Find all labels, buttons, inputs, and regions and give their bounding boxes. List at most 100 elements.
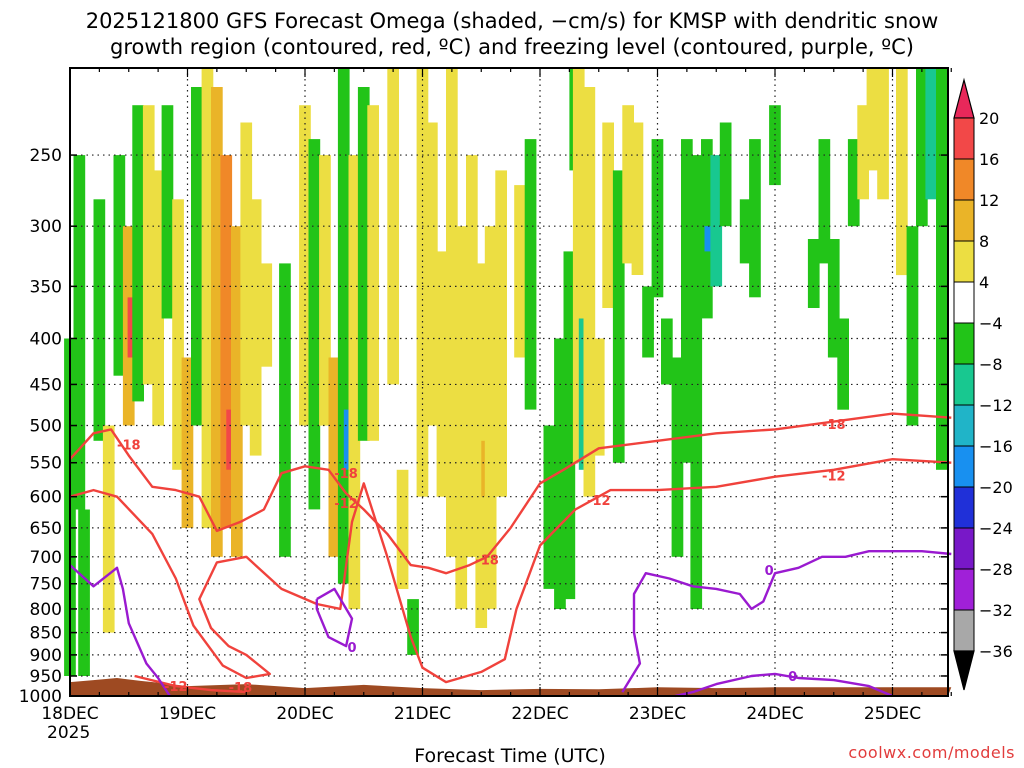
colorbar-bin xyxy=(953,322,975,365)
y-tick-label: 900 xyxy=(30,646,62,666)
contour-label: 0 xyxy=(788,670,797,685)
omega-cell xyxy=(102,425,115,633)
omega-cell xyxy=(357,87,370,441)
omega-cell xyxy=(719,122,732,227)
freezing-contour xyxy=(674,672,893,698)
contour-label: -12 xyxy=(334,497,358,512)
colorbar-bin xyxy=(953,486,975,529)
omega-cell xyxy=(592,338,605,456)
x-axis-label: Forecast Time (UTC) xyxy=(414,745,605,767)
colorbar-label: 12 xyxy=(979,191,999,210)
omega-cell xyxy=(827,239,840,358)
freezing-contour xyxy=(621,550,952,693)
omega-cell xyxy=(671,357,684,557)
omega-cell xyxy=(308,139,321,510)
omega-cell xyxy=(211,87,223,557)
omega-cell xyxy=(436,251,449,497)
omega-cell xyxy=(455,226,468,609)
colorbar-label: 20 xyxy=(979,109,999,128)
colorbar-bin xyxy=(953,445,975,488)
omega-cell xyxy=(240,122,253,426)
credit-text: coolwx.com/models xyxy=(848,743,1015,762)
contour-label: 0 xyxy=(347,641,356,656)
omega-cell xyxy=(78,509,90,676)
omega-cell xyxy=(572,68,585,463)
y-tick-label: 250 xyxy=(30,146,62,166)
colorbar-bin xyxy=(953,199,975,242)
colorbar-label: −20 xyxy=(979,478,1013,497)
x-year-label: 2025 xyxy=(47,723,90,743)
omega-cell xyxy=(847,139,860,227)
colorbar-label: −12 xyxy=(979,396,1013,415)
y-tick-label: 700 xyxy=(30,548,62,568)
contour-label: -12 xyxy=(587,494,611,509)
colorbar-label: −24 xyxy=(979,519,1013,538)
dgz-contour xyxy=(69,412,952,575)
omega-cell xyxy=(142,105,155,385)
omega-cell xyxy=(152,170,164,426)
omega-cell xyxy=(416,68,429,497)
colorbar-bin xyxy=(953,363,975,406)
omega-cell xyxy=(807,239,820,308)
y-tick-label: 500 xyxy=(30,417,62,437)
omega-cell xyxy=(367,105,379,441)
omega-cell xyxy=(220,155,233,528)
omega-shading xyxy=(64,68,948,676)
omega-cell xyxy=(818,139,831,264)
omega-cell xyxy=(231,226,243,557)
omega-cell xyxy=(484,226,497,609)
omega-cell xyxy=(495,170,507,497)
omega-cell xyxy=(563,251,576,600)
terrain-fill xyxy=(70,678,952,696)
colorbar-label: 16 xyxy=(979,150,999,169)
contour-label: -12 xyxy=(822,469,846,484)
y-tick-label: 800 xyxy=(30,600,62,620)
colorbar-bin xyxy=(953,609,975,652)
contour-label: 0 xyxy=(765,564,774,579)
omega-cell xyxy=(172,199,184,470)
plot-frame xyxy=(69,67,949,697)
omega-cell xyxy=(475,263,488,628)
omega-cell xyxy=(191,87,203,426)
omega-cell xyxy=(93,199,106,441)
omega-cell xyxy=(279,263,291,557)
colorbar-bin xyxy=(953,527,975,570)
x-tick-label: 22DEC xyxy=(511,704,568,724)
colorbar-bin xyxy=(953,158,975,201)
omega-cell xyxy=(704,226,717,252)
colorbar-label: −36 xyxy=(979,642,1013,661)
contour-label: -12 xyxy=(164,680,188,695)
omega-cell xyxy=(916,68,928,227)
colorbar-bottom-arrow xyxy=(953,650,975,691)
omega-cell xyxy=(299,105,311,426)
title-line-1: 2025121800 GFS Forecast Omega (shaded, −… xyxy=(86,9,939,33)
colorbar: 20 16 12 8 4 −4 −8 −12 −16 −20 −24 −28 −32 −36 xyxy=(953,77,1013,691)
colorbar-label: −28 xyxy=(979,560,1013,579)
omega-cell xyxy=(446,68,458,557)
omega-cell xyxy=(642,286,654,358)
contour-label: -18 xyxy=(334,467,358,482)
dgz-contour xyxy=(69,458,952,684)
omega-cell xyxy=(661,318,673,385)
omega-cell xyxy=(651,139,664,298)
y-tick-label: 600 xyxy=(30,488,62,508)
colorbar-label: 4 xyxy=(979,273,989,292)
omega-cell xyxy=(113,155,126,376)
x-axis: 2025 18DEC 19DEC 20DEC 21DEC 22DEC 23DEC 24DEC… xyxy=(41,68,952,743)
chart-title: 2025121800 GFS Forecast Omega (shaded, −… xyxy=(86,9,939,59)
y-tick-label: 550 xyxy=(30,454,62,474)
omega-cell xyxy=(260,263,273,367)
y-axis: 2503003504004505005506006507007508008509… xyxy=(19,146,948,707)
omega-cell xyxy=(690,155,703,609)
colorbar-top-arrow xyxy=(953,77,975,119)
freezing-contour xyxy=(315,587,354,648)
omega-cell xyxy=(407,599,419,655)
omega-cell xyxy=(749,139,761,298)
colorbar-bin xyxy=(953,568,975,611)
omega-cell xyxy=(161,105,174,319)
omega-cell xyxy=(514,185,526,358)
omega-cell xyxy=(466,155,478,557)
omega-cell xyxy=(857,105,869,200)
colorbar-bin xyxy=(953,281,975,324)
